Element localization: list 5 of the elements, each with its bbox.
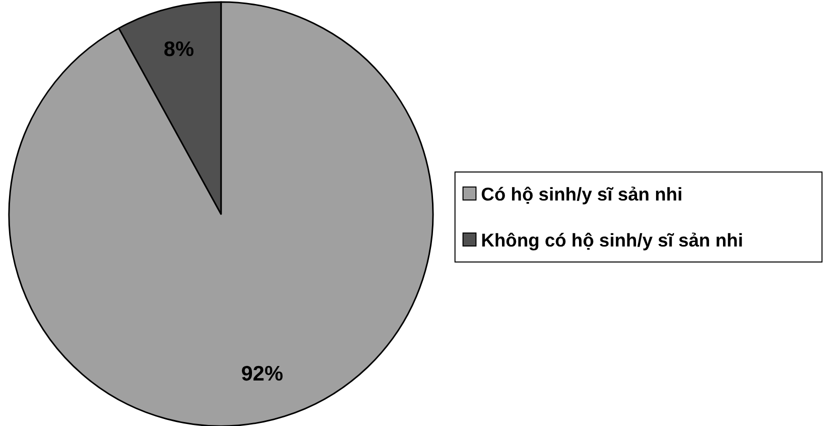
data-label: 92% [241, 362, 284, 386]
legend-label: Có hộ sinh/y sĩ sản nhi [481, 184, 682, 204]
data-label: 8% [164, 38, 194, 62]
pie-slice [8, 1, 434, 426]
legend-label: Không có hộ sinh/y sĩ sản nhi [481, 230, 744, 250]
